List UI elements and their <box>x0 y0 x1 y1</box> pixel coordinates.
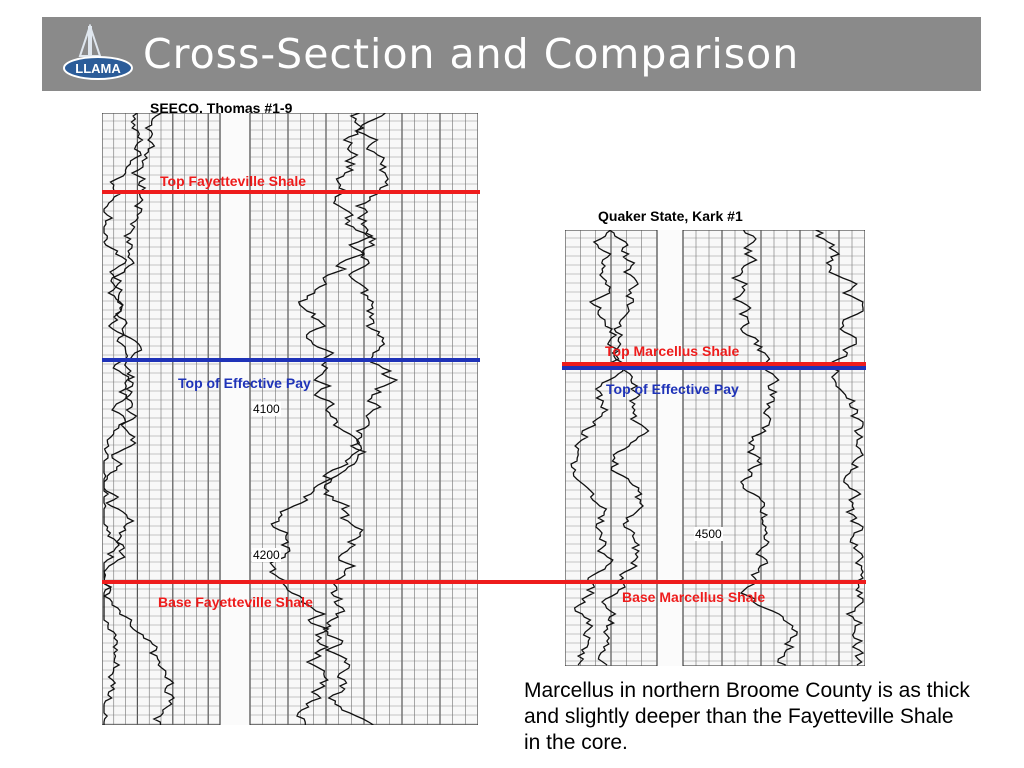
llama-logo: LLAMA <box>58 22 140 82</box>
right-well-log <box>565 230 865 666</box>
left-well-name: SEECO, Thomas #1-9 <box>150 100 293 116</box>
right-pay-marker: Top of Effective Pay <box>606 381 739 397</box>
left-pay-marker: Top of Effective Pay <box>178 375 311 391</box>
right-pay-line <box>562 366 866 370</box>
left-top-line <box>102 190 480 194</box>
right-base-marker: Base Marcellus Shale <box>622 589 766 605</box>
logo-text: LLAMA <box>75 61 121 76</box>
left-base-marker: Base Fayetteville Shale <box>158 594 313 610</box>
slide-caption: Marcellus in northern Broome County is a… <box>524 679 970 754</box>
base-correlation-line <box>102 580 866 584</box>
right-top-line <box>562 362 866 366</box>
left-pay-line <box>102 358 480 362</box>
right-well-name: Quaker State, Kark #1 <box>598 208 743 224</box>
right-depth-label: 4500 <box>694 527 723 541</box>
left-well-log <box>102 113 478 725</box>
title-bar <box>42 17 981 91</box>
slide-title: Cross-Section and Comparison <box>143 30 800 78</box>
right-top-marker: Top Marcellus Shale <box>605 343 740 359</box>
left-top-marker: Top Fayetteville Shale <box>160 173 307 189</box>
left-depth-label: 4100 <box>252 402 281 416</box>
left-depth-label: 4200 <box>252 548 281 562</box>
